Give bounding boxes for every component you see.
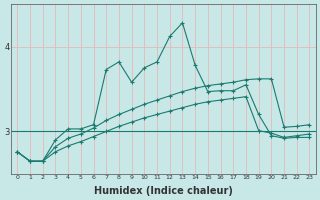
X-axis label: Humidex (Indice chaleur): Humidex (Indice chaleur): [94, 186, 233, 196]
